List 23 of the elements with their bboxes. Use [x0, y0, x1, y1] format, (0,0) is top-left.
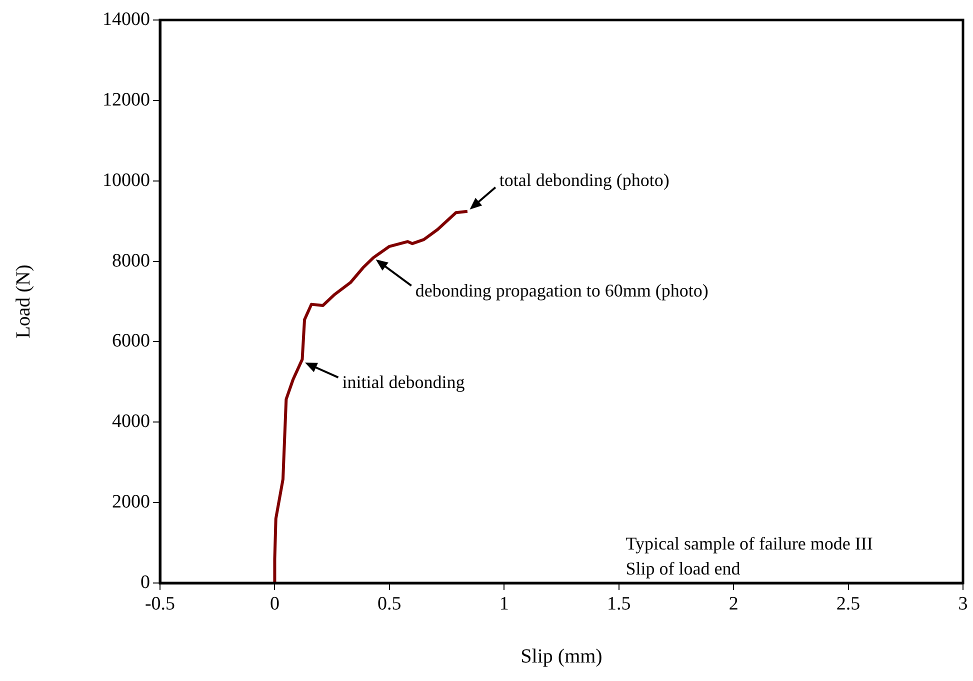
annotation: total debonding (photo) [499, 170, 670, 190]
x-tick-label: 1 [499, 593, 509, 614]
x-tick-label: 2.5 [836, 593, 860, 614]
y-tick-label: 0 [140, 572, 150, 593]
y-tick-label: 12000 [102, 89, 150, 110]
x-tick-label: 3 [958, 593, 968, 614]
x-tick-label: 2 [728, 593, 738, 614]
x-tick-label: 0 [270, 593, 280, 614]
annotation: debonding propagation to 60mm (photo) [415, 280, 708, 300]
annotation: Typical sample of failure mode III [626, 534, 873, 554]
x-axis-title: Slip (mm) [520, 645, 602, 668]
y-tick-label: 8000 [112, 250, 150, 272]
y-tick-label: 4000 [112, 411, 150, 432]
y-tick-label: 14000 [102, 8, 150, 30]
y-tick-label: 2000 [112, 492, 150, 513]
y-tick-label: 6000 [112, 330, 150, 352]
x-tick-label: 0.5 [378, 593, 402, 614]
annotation: initial debonding [342, 372, 465, 392]
annotation: Slip of load end [626, 558, 740, 579]
y-tick-label: 10000 [102, 170, 150, 191]
y-axis-title: Load (N) [12, 264, 34, 338]
x-tick-label: -0.5 [144, 593, 176, 614]
x-tick-label: 1.5 [606, 593, 631, 614]
